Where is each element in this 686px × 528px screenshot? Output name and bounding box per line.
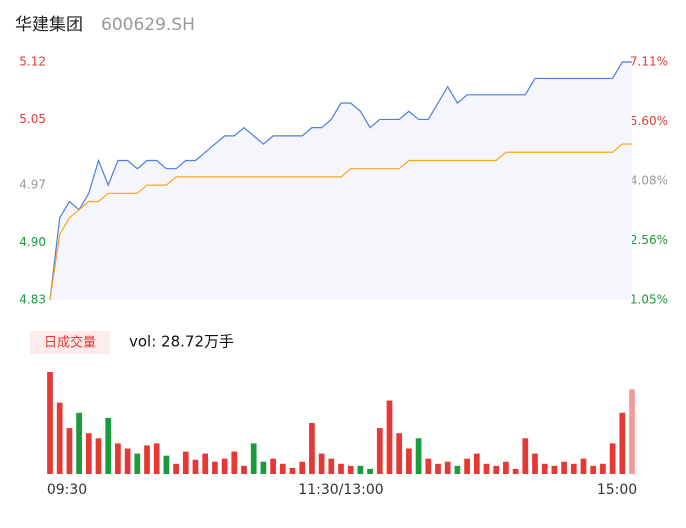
volume-bar	[464, 458, 470, 474]
y-tick-label: 5.05	[19, 112, 46, 126]
volume-bar	[212, 461, 218, 474]
volume-bar	[629, 389, 635, 474]
volume-bar	[561, 461, 567, 474]
volume-bar	[609, 443, 616, 474]
volume-bar	[512, 468, 519, 474]
volume-bar	[396, 433, 403, 474]
volume-bar	[493, 465, 500, 474]
volume-bar	[425, 458, 432, 474]
y2-tick-label: 2.56%	[630, 233, 668, 247]
volume-bar	[590, 465, 597, 474]
volume-bar	[444, 461, 451, 474]
volume-bar	[338, 463, 344, 474]
x-tick-label: 15:00	[597, 482, 637, 498]
y-tick-label: 5.12	[19, 55, 46, 69]
y2-tick-label: 1.05%	[630, 293, 668, 307]
series-line	[49, 143, 632, 301]
volume-bar	[503, 461, 509, 474]
volume-bar	[347, 465, 354, 474]
volume-label: vol: 28.72万手	[129, 333, 234, 351]
x-tick-label: 09:30	[47, 482, 87, 498]
volume-bar	[95, 438, 102, 474]
volume-bar	[600, 463, 606, 474]
volume-bar	[309, 423, 315, 474]
volume-bar	[454, 465, 461, 474]
volume-bar	[289, 467, 296, 474]
y-tick-label: 4.90	[19, 235, 46, 249]
volume-bar	[153, 443, 160, 474]
volume-bar	[182, 451, 189, 474]
chart-subtitle: 600629.SH	[101, 15, 195, 35]
volume-bar	[541, 463, 548, 474]
volume-bar	[85, 433, 92, 474]
volume-bar	[66, 428, 73, 474]
volume-bar	[551, 465, 558, 474]
volume-bar	[270, 458, 276, 474]
volume-title: 日成交量	[44, 335, 96, 351]
y-tick-label: 4.83	[19, 293, 46, 307]
volume-bar	[376, 428, 383, 474]
volume-bar	[47, 372, 53, 474]
volume-bar	[163, 455, 170, 474]
volume-bar	[367, 468, 373, 474]
volume-bar	[173, 463, 179, 474]
volume-bar	[56, 402, 63, 474]
volume-bar	[221, 458, 228, 474]
volume-bar	[532, 453, 538, 474]
y-tick-label: 4.97	[19, 178, 46, 192]
y2-tick-label: 7.11%	[630, 55, 668, 69]
volume-title-box	[30, 331, 110, 354]
volume-bar	[318, 453, 325, 474]
volume-bar	[357, 465, 364, 474]
series-line	[49, 61, 632, 301]
volume-bar	[415, 438, 422, 474]
volume-bar	[522, 438, 529, 474]
volume-bar	[76, 412, 82, 474]
price-area	[50, 62, 632, 300]
volume-bar	[105, 417, 112, 474]
volume-bar	[328, 458, 335, 474]
volume-bar	[124, 448, 131, 474]
volume-bar	[619, 412, 626, 474]
y2-tick-label: 5.60%	[630, 114, 668, 128]
volume-bar	[260, 461, 267, 474]
chart-title: 华建集团	[15, 15, 83, 35]
x-tick-label: 11:30/13:00	[298, 482, 383, 498]
volume-bar	[241, 465, 247, 474]
volume-bar	[386, 400, 393, 474]
volume-bar	[279, 463, 286, 474]
volume-bar	[115, 443, 121, 474]
volume-bar	[202, 453, 209, 474]
volume-bar	[192, 459, 199, 474]
y2-tick-label: 4.08%	[630, 174, 668, 188]
volume-bar	[473, 453, 480, 474]
volume-bar	[580, 458, 587, 474]
volume-bar	[406, 448, 412, 474]
volume-bar	[231, 451, 238, 474]
volume-bar	[483, 463, 490, 474]
volume-bar	[144, 445, 150, 474]
volume-bar	[570, 463, 577, 474]
volume-bar	[134, 453, 141, 474]
volume-bar	[299, 461, 306, 474]
volume-bar	[250, 443, 257, 474]
volume-bar	[435, 463, 441, 474]
